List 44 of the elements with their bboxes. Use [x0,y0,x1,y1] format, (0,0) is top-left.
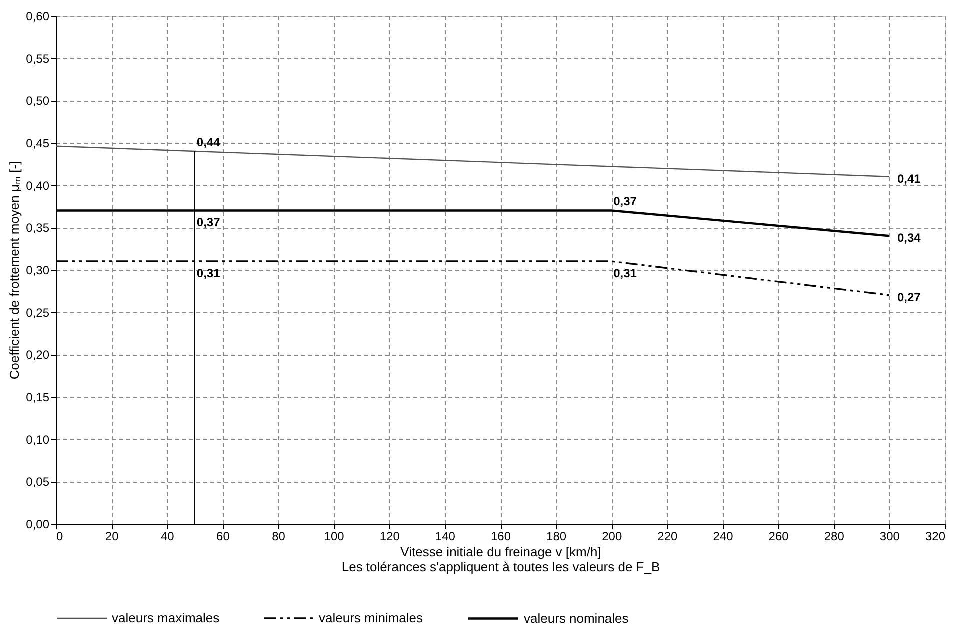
y-tick-label: 0,30 [26,264,50,278]
x-tick-label: 0 [56,530,64,544]
y-tick-label: 0,20 [26,348,50,362]
x-tick-label: 320 [925,530,946,544]
annotation: 0,37 [614,194,638,209]
y-tick-label: 0,35 [26,221,50,236]
y-tick-label: 0,00 [26,518,50,532]
annotation: 0,37 [196,216,221,230]
y-tick-label: 0,05 [26,475,50,490]
y-tick-label: 0,40 [26,178,50,193]
x-tick-label: 140 [435,530,456,544]
annotation: 0,41 [897,172,922,186]
legend-label: valeurs minimales [319,610,424,626]
x-tick-label: 80 [272,530,286,544]
y-tick-label: 0,10 [26,432,50,447]
annotation: 0,44 [196,135,221,150]
annotation: 0,31 [196,266,221,281]
y-tick-label: 0,55 [26,52,50,66]
x-tick-label: 240 [713,530,734,544]
y-tick-label: 0,15 [26,390,50,404]
x-tick-label: 300 [880,530,900,544]
y-tick-label: 0,45 [26,136,50,150]
annotation: 0,27 [897,290,922,304]
y-axis-title: Coefficient de frottement moyen μₘ [-] [7,161,22,380]
y-tick-label: 0,60 [26,10,50,24]
legend-label: valeurs maximales [112,610,220,626]
x-tick-label: 60 [216,530,230,544]
x-tick-label: 100 [324,530,345,544]
x-tick-label: 180 [546,530,567,544]
x-tick-label: 220 [658,530,678,544]
x-tick-label: 40 [160,530,175,544]
y-tick-label: 0,25 [26,306,50,320]
x-tick-label: 280 [824,530,845,544]
x-tick-label: 120 [380,530,400,544]
annotation: 0,31 [614,266,638,281]
x-tick-label: 200 [602,530,622,544]
x-tick-label: 260 [768,530,790,544]
x-tick-label: 20 [105,530,120,544]
annotation: 0,34 [897,231,922,246]
legend-label: valeurs nominales [524,610,630,626]
y-tick-label: 0,50 [26,94,50,108]
text: Les tolérances s'appliquent à toutes les valeurs de F_B [342,560,660,574]
x-tick-label: 160 [490,530,512,544]
x-axis-title: Vitesse initiale du freinage v [km/h] [400,544,602,560]
